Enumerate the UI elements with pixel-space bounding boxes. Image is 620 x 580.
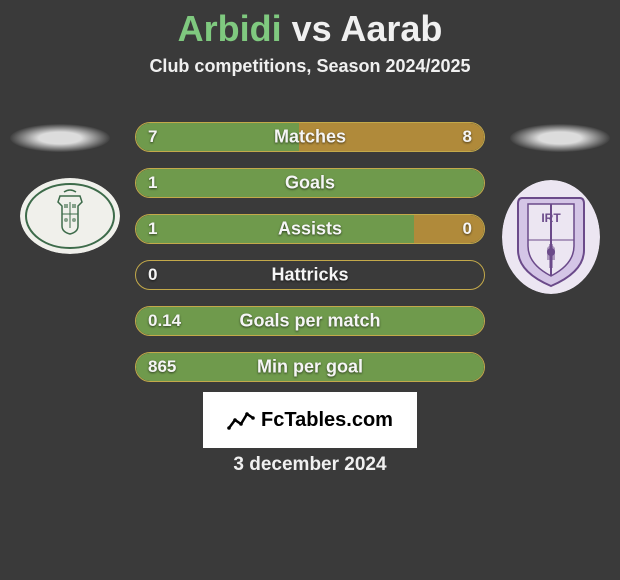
player2-name: Aarab [340,8,442,49]
stat-label: Min per goal [257,357,363,378]
svg-text:IRT: IRT [541,211,561,225]
shadow-left [10,124,110,152]
comparison-title: Arbidi vs Aarab [0,0,620,50]
stat-bar-fill-right [414,215,484,243]
stat-bar-row: 1 0 Assists [135,214,485,244]
fctables-logo-icon [227,406,255,434]
stat-bar-fill-left [136,215,414,243]
stat-bar-row: 7 8 Matches [135,122,485,152]
stat-bar-row: 0 Hattricks [135,260,485,290]
stat-value-left: 1 [148,173,157,193]
stat-label: Assists [278,219,342,240]
watermark-badge: FcTables.com [203,392,417,448]
player2-club-badge: IRT [502,180,600,294]
snapshot-date: 3 december 2024 [0,454,620,476]
vs-separator: vs [292,8,332,49]
stat-bars-container: 7 8 Matches 1 Goals 1 0 Assists 0 Hattricks 0.14 Go… [135,122,485,398]
subtitle: Club competitions, Season 2024/2025 [0,56,620,77]
stat-label: Goals [285,173,335,194]
stat-value-right: 0 [463,219,472,239]
player1-name: Arbidi [178,8,282,49]
stat-label: Hattricks [271,265,348,286]
stat-value-left: 7 [148,127,157,147]
stat-label: Goals per match [239,311,380,332]
stat-value-right: 8 [463,127,472,147]
stat-bar-row: 0.14 Goals per match [135,306,485,336]
stat-value-left: 0.14 [148,311,181,331]
stat-value-left: 1 [148,219,157,239]
stat-label: Matches [274,127,346,148]
shadow-right [510,124,610,152]
stat-bar-row: 1 Goals [135,168,485,198]
stat-value-left: 0 [148,265,157,285]
player1-club-badge [20,178,120,254]
watermark-text: FcTables.com [261,409,393,432]
stat-value-left: 865 [148,357,176,377]
stat-bar-row: 865 Min per goal [135,352,485,382]
